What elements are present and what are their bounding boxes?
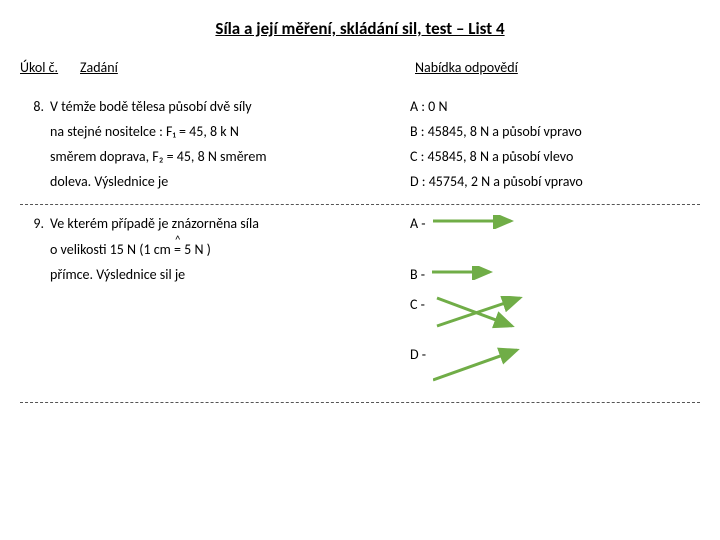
task-9: 9. Ve kterém případě je znázorněna síla … <box>20 215 700 398</box>
separator <box>20 204 700 205</box>
task-9-number: 9. <box>20 215 50 232</box>
task-8-answer-A: A : 0 N <box>410 98 700 115</box>
separator <box>20 402 700 403</box>
header-nabidka: Nabídka odpovědí <box>415 59 518 76</box>
task-9-zadani-line: Ve kterém případě je znázorněna síla <box>50 215 410 232</box>
task-8-answer-D: D : 45754, 2 N a působí vpravo <box>410 173 700 190</box>
task-9-answer-B: B - <box>410 266 700 284</box>
answer-A-label: A - <box>410 215 426 232</box>
task-8-zadani-line: doleva. Výslednice je <box>50 173 410 190</box>
arrow-D-icon <box>433 346 533 390</box>
column-headers: Úkol č. Zadání Nabídka odpovědí <box>20 59 700 76</box>
answer-D-label: D - <box>410 346 426 363</box>
task-9-zadani-line: o velikosti 15 N (1 cm = 5 N ) <box>50 241 410 258</box>
task-8-zadani-line: směrem doprava, F₂ = 45, 8 N směrem <box>50 148 410 165</box>
task-8-answer-C: C : 45845, 8 N a působí vlevo <box>410 148 700 165</box>
task-8-number: 8. <box>20 98 50 115</box>
arrow-A-icon <box>433 215 528 233</box>
task-9-zadani-line: přímce. Výslednice sil je <box>50 266 410 283</box>
task-9-answer-D: D - <box>410 346 700 390</box>
answer-C-label: C - <box>410 296 425 313</box>
task-9-answer-C: C - <box>410 296 700 336</box>
header-zadani: Zadání <box>80 59 415 76</box>
page-root: Síla a její měření, skládání sil, test –… <box>0 0 720 403</box>
task-8-zadani-line: V témže bodě tělesa působí dvě síly <box>50 98 410 115</box>
task-8-answer-B: B : 45845, 8 N a působí vpravo <box>410 123 700 140</box>
answer-B-label: B - <box>410 266 425 283</box>
page-title: Síla a její měření, skládání sil, test –… <box>20 18 700 39</box>
task-8: 8. V témže bodě tělesa působí dvě síly A… <box>20 98 700 198</box>
hat-equals-icon: = <box>174 241 181 258</box>
arrow-B-icon <box>432 266 507 284</box>
arrow-C-icon <box>432 296 532 336</box>
task-9-answer-A: A - <box>410 215 700 233</box>
header-ukol: Úkol č. <box>20 59 80 76</box>
task-8-zadani-line: na stejné nositelce : F₁ = 45, 8 k N <box>50 123 410 140</box>
